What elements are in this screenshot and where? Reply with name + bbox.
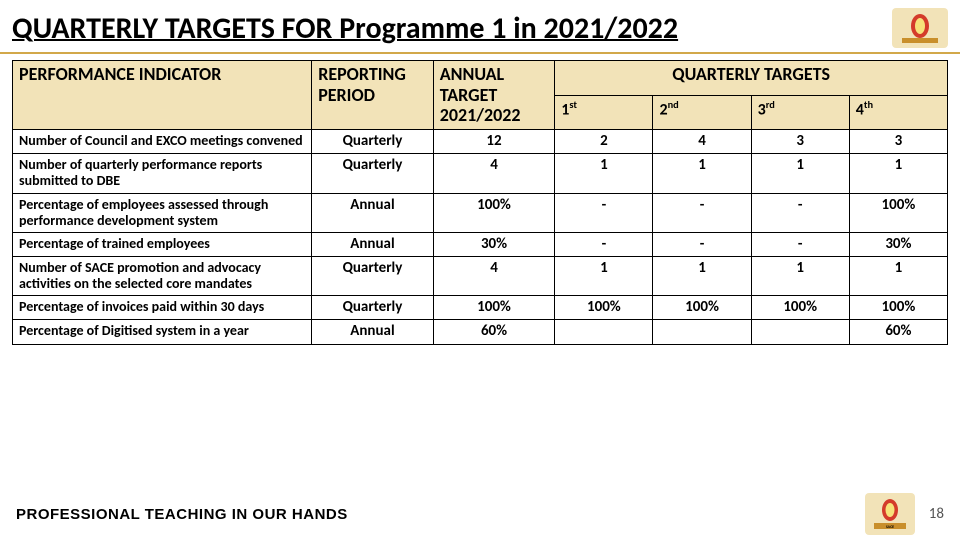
cell-q1: 1 [555,154,653,193]
cell-period: Quarterly [312,154,434,193]
col-q1: 1st [555,95,653,130]
cell-q1 [555,320,653,344]
cell-q3: - [751,232,849,256]
cell-q4: 1 [849,154,947,193]
col-perf-indicator: PERFORMANCE INDICATOR [13,61,312,130]
tagline: PROFESSIONAL TEACHING IN OUR HANDS [16,506,348,523]
col-q3: 3rd [751,95,849,130]
cell-q4: 100% [849,296,947,320]
title-bar: QUARTERLY TARGETS FOR Programme 1 in 202… [0,0,960,54]
cell-q3: - [751,193,849,232]
cell-annual: 60% [433,320,555,344]
cell-annual: 4 [433,256,555,295]
cell-q1: 1 [555,256,653,295]
cell-period: Annual [312,320,434,344]
cell-q3: 1 [751,256,849,295]
cell-q2: - [653,232,751,256]
cell-q2: - [653,193,751,232]
cell-annual: 100% [433,193,555,232]
cell-q4: 30% [849,232,947,256]
cell-period: Quarterly [312,256,434,295]
col-annual-target: ANNUAL TARGET 2021/2022 [433,61,555,130]
cell-q2: 1 [653,154,751,193]
col-quarterly-targets: QUARTERLY TARGETS [555,61,948,96]
sace-logo-top [892,8,948,48]
cell-period: Annual [312,232,434,256]
svg-text:SACE: SACE [886,525,894,530]
cell-q1: 2 [555,130,653,154]
cell-q2: 100% [653,296,751,320]
table-row: Number of Council and EXCO meetings conv… [13,130,948,154]
col-reporting-period: REPORTING PERIOD [312,61,434,130]
cell-period: Quarterly [312,296,434,320]
cell-q3 [751,320,849,344]
cell-q4: 1 [849,256,947,295]
cell-q2: 1 [653,256,751,295]
cell-indicator: Percentage of Digitised system in a year [13,320,312,344]
cell-annual: 100% [433,296,555,320]
cell-indicator: Number of SACE promotion and advocacy ac… [13,256,312,295]
cell-annual: 12 [433,130,555,154]
table-row: Percentage of Digitised system in a year… [13,320,948,344]
cell-annual: 30% [433,232,555,256]
table-row: Percentage of invoices paid within 30 da… [13,296,948,320]
cell-q1: - [555,193,653,232]
cell-period: Annual [312,193,434,232]
cell-q2 [653,320,751,344]
cell-indicator: Percentage of trained employees [13,232,312,256]
cell-indicator: Number of Council and EXCO meetings conv… [13,130,312,154]
cell-indicator: Number of quarterly performance reports … [13,154,312,193]
cell-q1: - [555,232,653,256]
sace-logo-bottom: SACE [865,493,915,535]
cell-indicator: Percentage of employees assessed through… [13,193,312,232]
page-title: QUARTERLY TARGETS FOR Programme 1 in 202… [12,10,892,47]
table-row: Number of SACE promotion and advocacy ac… [13,256,948,295]
col-q4: 4th [849,95,947,130]
footer: PROFESSIONAL TEACHING IN OUR HANDS SACE … [0,488,960,540]
cell-q2: 4 [653,130,751,154]
cell-q4: 3 [849,130,947,154]
content-area: PERFORMANCE INDICATOR REPORTING PERIOD A… [0,54,960,345]
cell-q3: 3 [751,130,849,154]
table-row: Number of quarterly performance reports … [13,154,948,193]
table-row: Percentage of employees assessed through… [13,193,948,232]
cell-q4: 60% [849,320,947,344]
page-number: 18 [929,505,944,523]
cell-q3: 1 [751,154,849,193]
cell-period: Quarterly [312,130,434,154]
cell-indicator: Percentage of invoices paid within 30 da… [13,296,312,320]
col-q2: 2nd [653,95,751,130]
cell-annual: 4 [433,154,555,193]
cell-q3: 100% [751,296,849,320]
cell-q1: 100% [555,296,653,320]
targets-table: PERFORMANCE INDICATOR REPORTING PERIOD A… [12,60,948,345]
table-row: Percentage of trained employeesAnnual30%… [13,232,948,256]
cell-q4: 100% [849,193,947,232]
